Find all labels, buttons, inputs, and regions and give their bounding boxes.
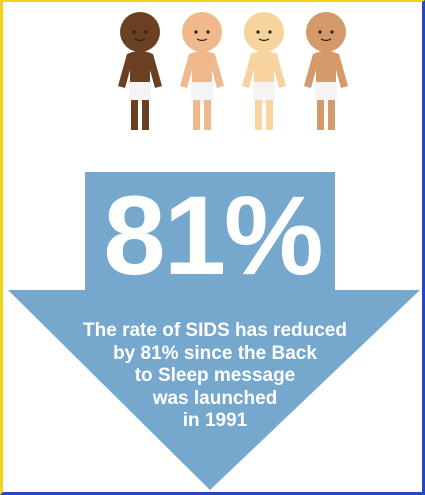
caption-line: The rate of SIDS has reduced [83, 320, 347, 341]
babies-row [118, 12, 348, 130]
stat-caption: The rate of SIDS has reduced by 81% sinc… [70, 320, 360, 433]
baby-icon [180, 12, 224, 130]
baby-icon [304, 12, 348, 130]
caption-line: in 1991 [182, 410, 248, 431]
baby-icon [118, 12, 162, 130]
baby-icon [242, 12, 286, 130]
down-arrow-icon [8, 172, 420, 490]
stat-percent: 81% [103, 173, 323, 298]
caption-line: was launched [152, 387, 278, 409]
caption-line: by 81% since the Back [113, 342, 317, 364]
caption-line: to Sleep message [134, 365, 296, 386]
